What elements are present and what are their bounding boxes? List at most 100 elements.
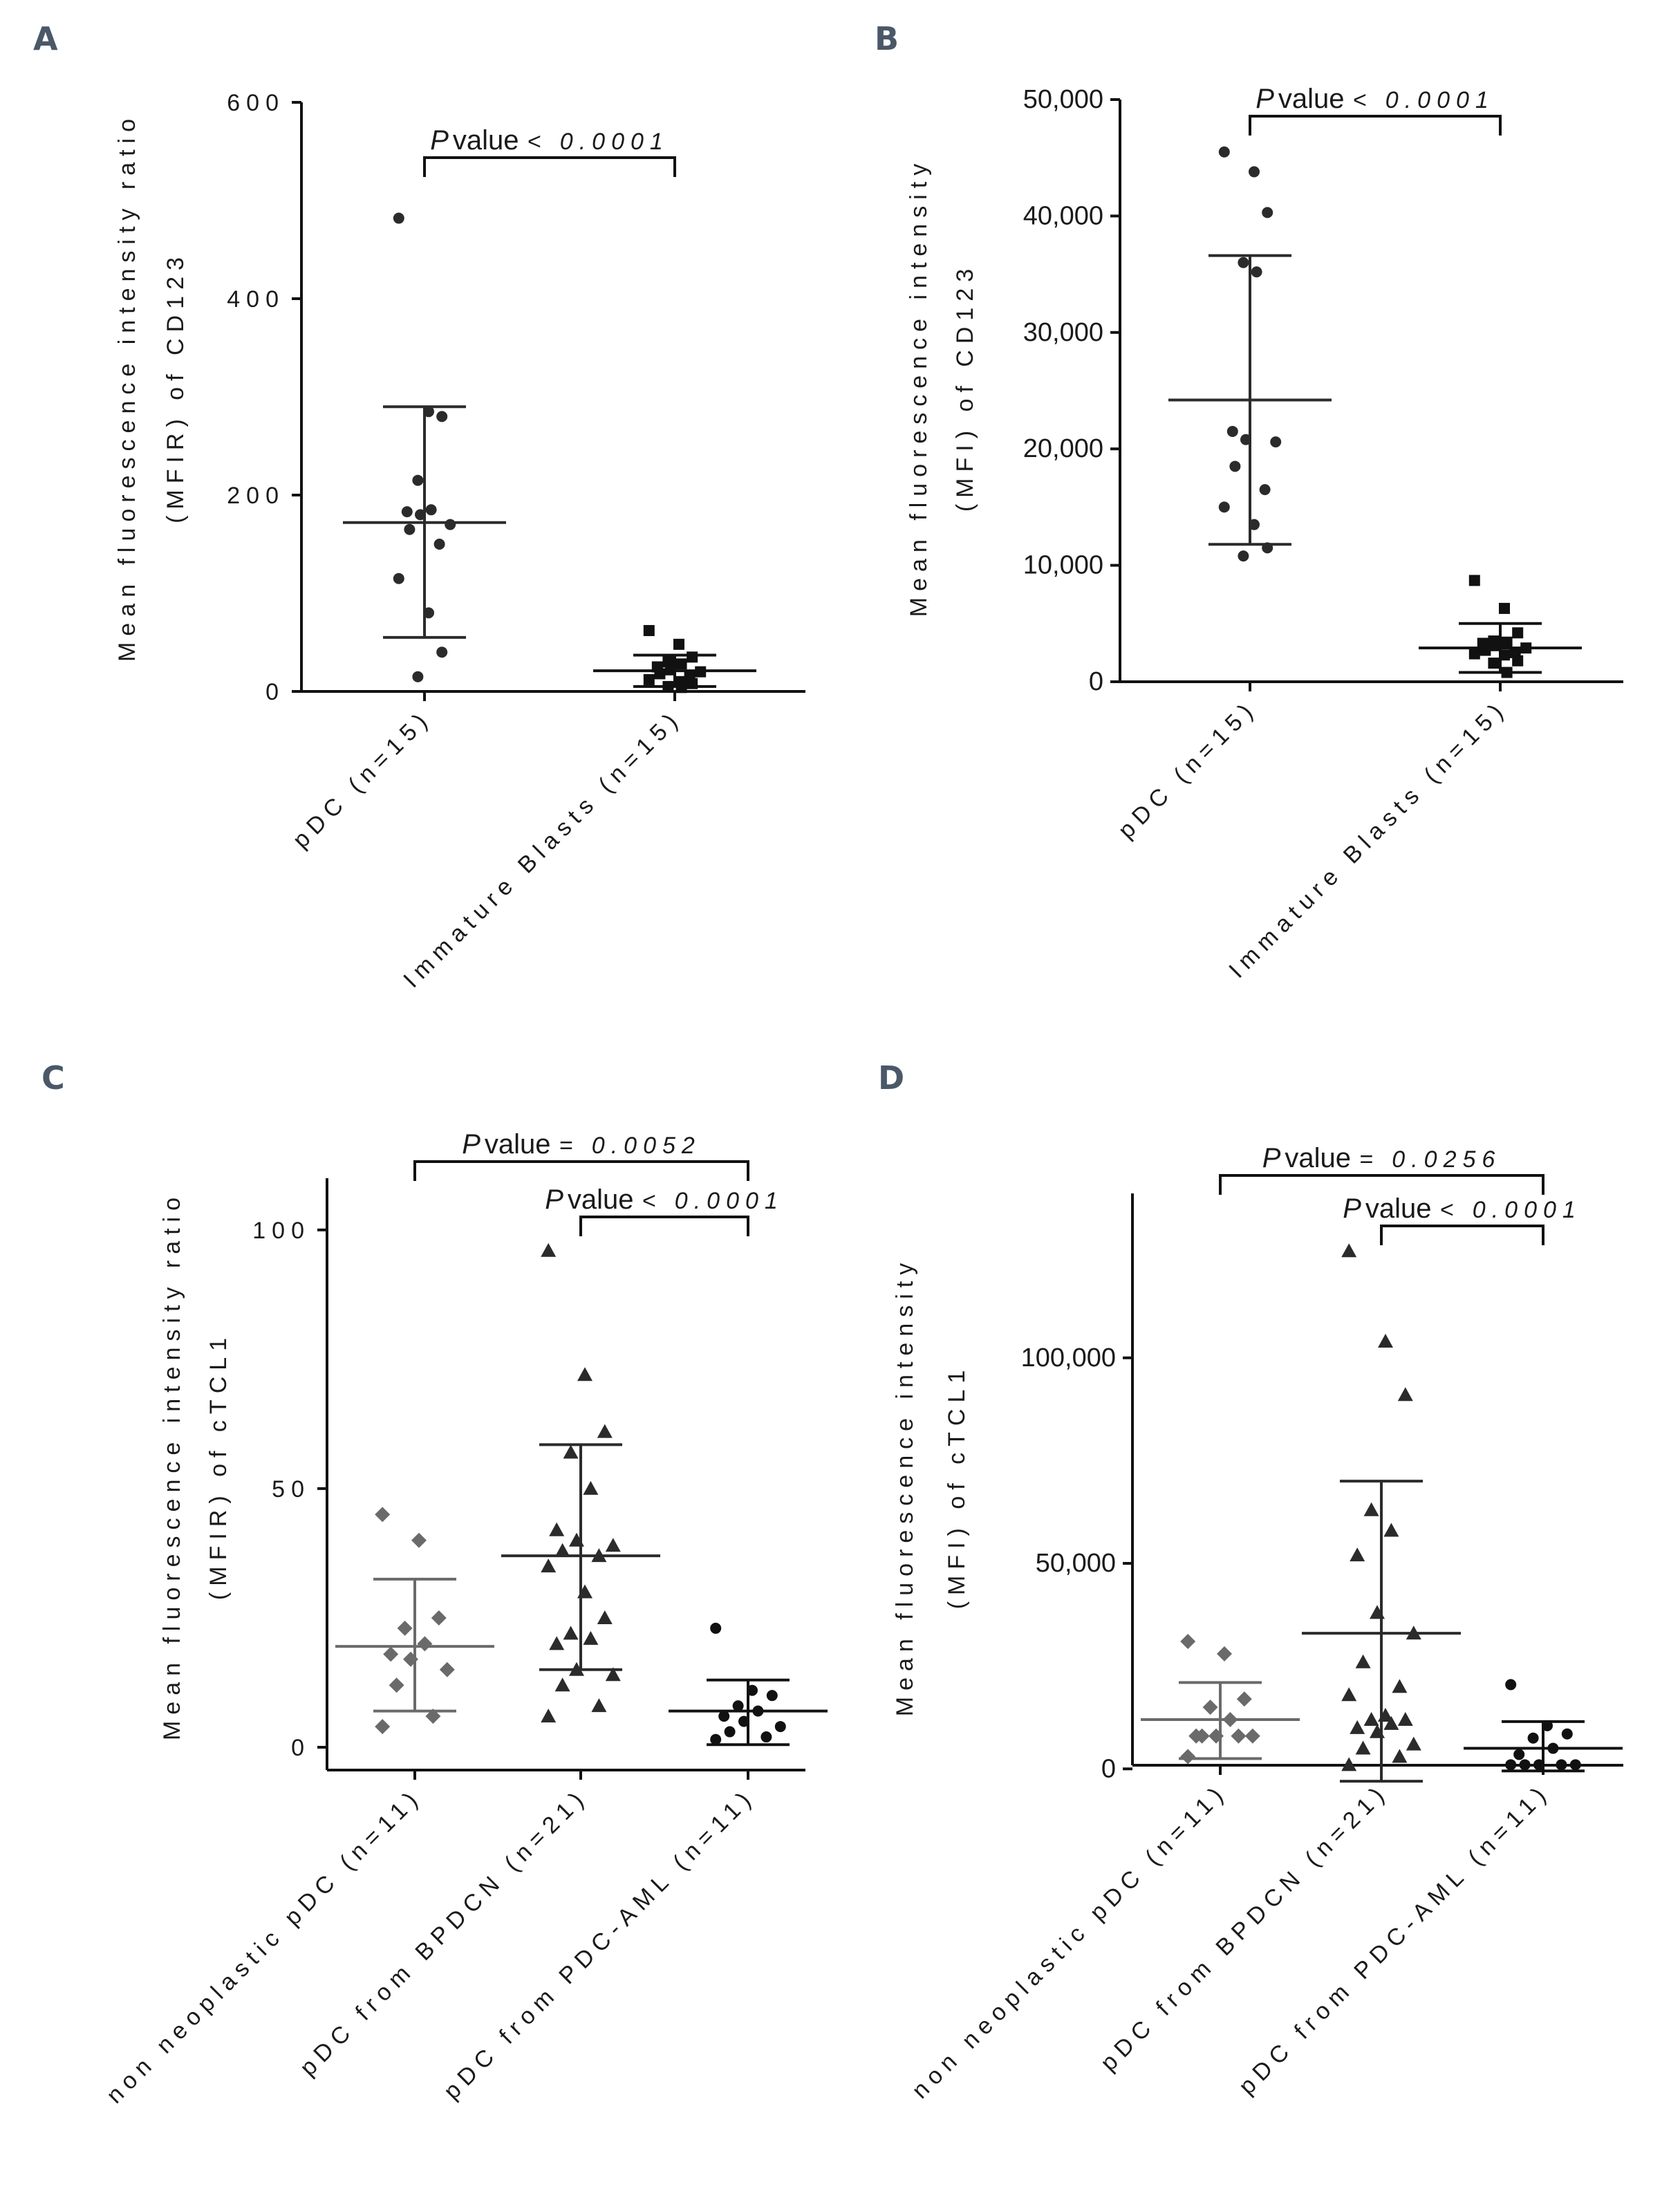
data-point (687, 678, 698, 689)
data-point (439, 1662, 455, 1677)
data-point (1520, 642, 1532, 654)
data-point (383, 1646, 399, 1662)
data-point (415, 509, 426, 521)
data-point (724, 1726, 736, 1738)
data-point (375, 1719, 391, 1735)
data-point (597, 1610, 613, 1624)
series-2 (1302, 1243, 1461, 1783)
y-axis-title: Mean fluorescence intensity ratio (159, 1191, 185, 1740)
data-point (605, 1538, 621, 1552)
p-word: value (453, 125, 519, 156)
data-point (1208, 1728, 1224, 1744)
data-point (643, 673, 655, 685)
data-point (583, 1630, 599, 1645)
y-tick-label: 0 (1101, 1754, 1116, 1783)
y-axis-title: (MFIR) of cTCL1 (205, 1332, 232, 1600)
p-word: value (485, 1129, 551, 1160)
data-point (1378, 1707, 1393, 1722)
data-point (1350, 1547, 1365, 1562)
series-2 (501, 1243, 660, 1723)
y-tick-label: 50,000 (1036, 1549, 1116, 1578)
p-word: value (1365, 1193, 1432, 1224)
panel-b: B 0 10,000 20,000 30,000 40,000 50,000 Mean flu… (875, 20, 1623, 983)
data-point (1468, 575, 1480, 586)
series-2 (593, 624, 756, 694)
data-point (1480, 644, 1491, 656)
panel-a: A 0 200 400 600 Mean fluorescence intensity r… (33, 20, 805, 993)
data-point (1363, 1502, 1379, 1516)
data-point (747, 1684, 758, 1696)
x-category-label: pDC (n=15) (288, 705, 436, 853)
data-point (549, 1636, 565, 1650)
bracket-line (579, 1216, 749, 1236)
data-point (1251, 266, 1262, 278)
data-point (1488, 658, 1500, 669)
data-point (1370, 1724, 1385, 1738)
x-category-label: pDC from BPDCN (n=21) (295, 1783, 593, 2081)
data-point (718, 1711, 730, 1722)
data-point (1341, 1757, 1357, 1771)
data-point (1370, 1605, 1385, 1619)
data-point (436, 646, 448, 658)
y-axis-title: Mean fluorescence intensity (892, 1257, 918, 1716)
panel-c: C 0 50 100 Mean fluorescence intensity ratio… (41, 1059, 828, 2109)
x-category-label: pDC from PDC-AML (n=11) (439, 1783, 760, 2105)
bracket-line (423, 156, 676, 177)
data-point (643, 624, 655, 636)
data-point (710, 1622, 722, 1634)
panel-letter: A (33, 20, 58, 57)
data-point (563, 1626, 579, 1640)
data-point (445, 519, 456, 530)
series-3 (1464, 1679, 1623, 1773)
data-point (1392, 1679, 1408, 1693)
data-point (412, 671, 424, 682)
p-rest: < 0.0001 (642, 1188, 784, 1214)
data-point (1499, 602, 1510, 614)
data-point (710, 1733, 722, 1745)
x-category-label: pDC from BPDCN (n=21) (1096, 1778, 1394, 2076)
data-point (1406, 1736, 1421, 1751)
data-point (393, 212, 404, 224)
data-point (569, 1662, 584, 1676)
data-point (1270, 436, 1282, 448)
data-point (1231, 1728, 1247, 1744)
p-word: value (1278, 84, 1345, 114)
y-tick-label: 50 (272, 1476, 310, 1502)
p-symbol: P (462, 1129, 480, 1160)
p-rest: = 0.0256 (1359, 1146, 1501, 1173)
data-point (1249, 166, 1260, 178)
data-point (1180, 1749, 1196, 1765)
data-point (1217, 1646, 1232, 1662)
y-tick-label: 0 (265, 679, 285, 705)
p-symbol: P (1262, 1143, 1281, 1173)
data-point (654, 668, 666, 680)
data-point (577, 1584, 592, 1599)
p-symbol: P (545, 1184, 563, 1215)
data-point (687, 651, 698, 663)
x-category-label: pDC from PDC-AML (n=11) (1234, 1778, 1556, 2100)
data-point (1350, 1720, 1365, 1734)
data-point (541, 1243, 557, 1257)
data-point (401, 506, 413, 518)
series-1 (335, 1507, 494, 1735)
series-2 (1419, 575, 1582, 678)
y-axis-title: (MFIR) of CD123 (162, 251, 189, 523)
data-point (1542, 1720, 1553, 1731)
y-tick-label: 0 (291, 1735, 310, 1761)
data-point (577, 1367, 592, 1381)
data-point (549, 1522, 565, 1536)
data-point (1238, 257, 1249, 268)
data-point (665, 664, 676, 676)
x-category-label: pDC (n=15) (1113, 695, 1262, 844)
data-point (732, 1700, 744, 1712)
data-point (1519, 1759, 1531, 1771)
panel-letter: B (875, 20, 899, 57)
data-point (1236, 1691, 1252, 1707)
data-point (1513, 1749, 1525, 1760)
bracket-line (1249, 115, 1502, 136)
